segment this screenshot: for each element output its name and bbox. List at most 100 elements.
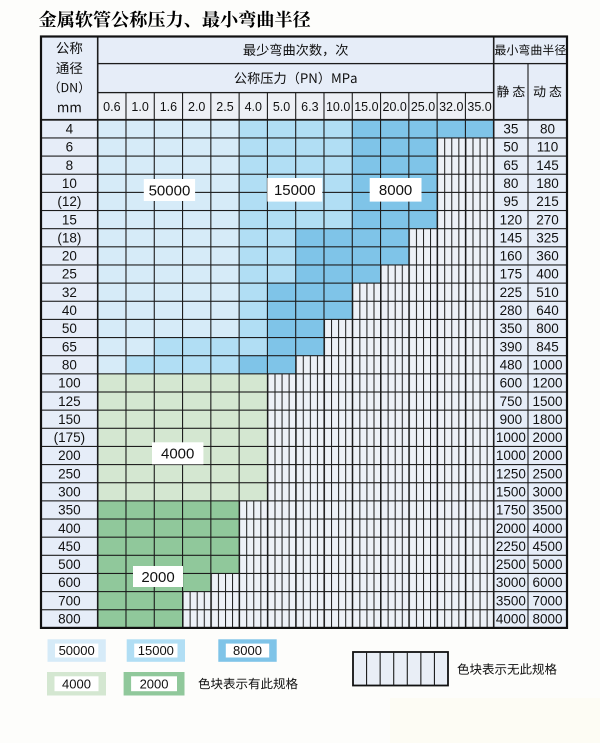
svg-text:3500: 3500 [532, 503, 562, 518]
svg-text:900: 900 [500, 412, 523, 427]
svg-text:4000: 4000 [532, 521, 562, 536]
svg-text:300: 300 [58, 485, 81, 500]
svg-text:1500: 1500 [532, 394, 562, 409]
svg-text:4: 4 [66, 122, 74, 137]
svg-text:10.0: 10.0 [326, 100, 350, 114]
svg-text:4.0: 4.0 [245, 100, 262, 114]
svg-text:145: 145 [500, 230, 523, 245]
svg-text:845: 845 [536, 339, 559, 354]
svg-text:400: 400 [536, 267, 559, 282]
svg-text:80: 80 [540, 122, 555, 137]
svg-text:80: 80 [62, 357, 77, 372]
svg-text:65: 65 [503, 158, 518, 173]
svg-text:225: 225 [500, 285, 523, 300]
svg-text:15000: 15000 [274, 182, 316, 199]
svg-text:500: 500 [58, 557, 81, 572]
svg-text:1250: 1250 [496, 466, 526, 481]
svg-text:360: 360 [536, 249, 559, 264]
svg-text:250: 250 [58, 466, 81, 481]
svg-text:2.0: 2.0 [188, 100, 205, 114]
svg-text:800: 800 [58, 612, 81, 627]
svg-text:(175): (175) [54, 430, 86, 445]
svg-text:0.6: 0.6 [103, 100, 120, 114]
svg-text:50: 50 [62, 321, 77, 336]
svg-text:32.0: 32.0 [439, 100, 463, 114]
svg-text:3000: 3000 [532, 485, 562, 500]
svg-text:390: 390 [500, 339, 523, 354]
svg-text:100: 100 [58, 376, 81, 391]
svg-text:5000: 5000 [532, 557, 562, 572]
svg-text:1000: 1000 [532, 357, 562, 372]
svg-text:600: 600 [58, 575, 81, 590]
svg-text:145: 145 [536, 158, 559, 173]
svg-text:4000: 4000 [496, 612, 526, 627]
svg-text:1.6: 1.6 [160, 100, 177, 114]
svg-text:(12): (12) [57, 194, 81, 209]
svg-text:(18): (18) [57, 230, 81, 245]
svg-text:1.0: 1.0 [131, 100, 148, 114]
svg-text:15: 15 [62, 212, 77, 227]
svg-text:50000: 50000 [149, 182, 191, 199]
svg-text:2000: 2000 [532, 448, 562, 463]
svg-text:110: 110 [537, 140, 559, 155]
svg-text:510: 510 [536, 285, 559, 300]
svg-text:750: 750 [500, 394, 523, 409]
svg-text:8000: 8000 [379, 182, 412, 199]
svg-text:325: 325 [536, 230, 559, 245]
svg-text:3500: 3500 [496, 593, 526, 608]
svg-text:1000: 1000 [496, 448, 526, 463]
svg-text:15.0: 15.0 [354, 100, 378, 114]
svg-text:25.0: 25.0 [411, 100, 435, 114]
svg-text:480: 480 [500, 357, 523, 372]
svg-text:15000: 15000 [138, 643, 174, 658]
svg-text:2.5: 2.5 [216, 100, 233, 114]
svg-text:50: 50 [503, 140, 518, 155]
svg-text:700: 700 [58, 593, 81, 608]
svg-text:32: 32 [62, 285, 77, 300]
svg-text:50000: 50000 [59, 643, 95, 658]
svg-text:3000: 3000 [496, 575, 526, 590]
svg-text:4500: 4500 [532, 539, 562, 554]
svg-text:6000: 6000 [532, 575, 562, 590]
svg-text:65: 65 [62, 339, 77, 354]
svg-text:80: 80 [503, 176, 518, 191]
svg-text:120: 120 [500, 212, 523, 227]
svg-text:7000: 7000 [532, 593, 562, 608]
svg-text:2500: 2500 [532, 466, 562, 481]
svg-text:20: 20 [62, 249, 77, 264]
svg-text:125: 125 [58, 394, 81, 409]
svg-text:180: 180 [536, 176, 559, 191]
svg-text:2250: 2250 [496, 539, 526, 554]
svg-text:8: 8 [66, 158, 74, 173]
svg-text:20.0: 20.0 [383, 100, 407, 114]
svg-text:1800: 1800 [532, 412, 562, 427]
svg-text:1500: 1500 [496, 485, 526, 500]
svg-text:4000: 4000 [161, 446, 194, 463]
svg-text:280: 280 [500, 303, 523, 318]
svg-text:8000: 8000 [532, 612, 562, 627]
svg-text:2000: 2000 [496, 521, 526, 536]
svg-text:400: 400 [58, 521, 81, 536]
svg-text:5.0: 5.0 [273, 100, 290, 114]
svg-text:6.3: 6.3 [301, 100, 318, 114]
svg-text:600: 600 [500, 376, 523, 391]
svg-text:95: 95 [503, 194, 518, 209]
svg-text:1750: 1750 [496, 503, 526, 518]
svg-text:800: 800 [536, 321, 559, 336]
svg-text:150: 150 [58, 412, 81, 427]
svg-text:350: 350 [58, 503, 81, 518]
svg-text:2500: 2500 [496, 557, 526, 572]
svg-text:25: 25 [62, 267, 77, 282]
svg-text:1000: 1000 [496, 430, 526, 445]
svg-text:2000: 2000 [140, 676, 169, 691]
svg-text:4000: 4000 [62, 676, 91, 691]
svg-text:1200: 1200 [532, 376, 562, 391]
svg-text:35: 35 [503, 122, 518, 137]
svg-text:2000: 2000 [532, 430, 562, 445]
svg-text:35.0: 35.0 [467, 100, 491, 114]
svg-text:160: 160 [500, 249, 523, 264]
svg-text:215: 215 [536, 194, 559, 209]
svg-text:40: 40 [62, 303, 77, 318]
svg-text:450: 450 [58, 539, 81, 554]
svg-text:2000: 2000 [141, 569, 174, 586]
